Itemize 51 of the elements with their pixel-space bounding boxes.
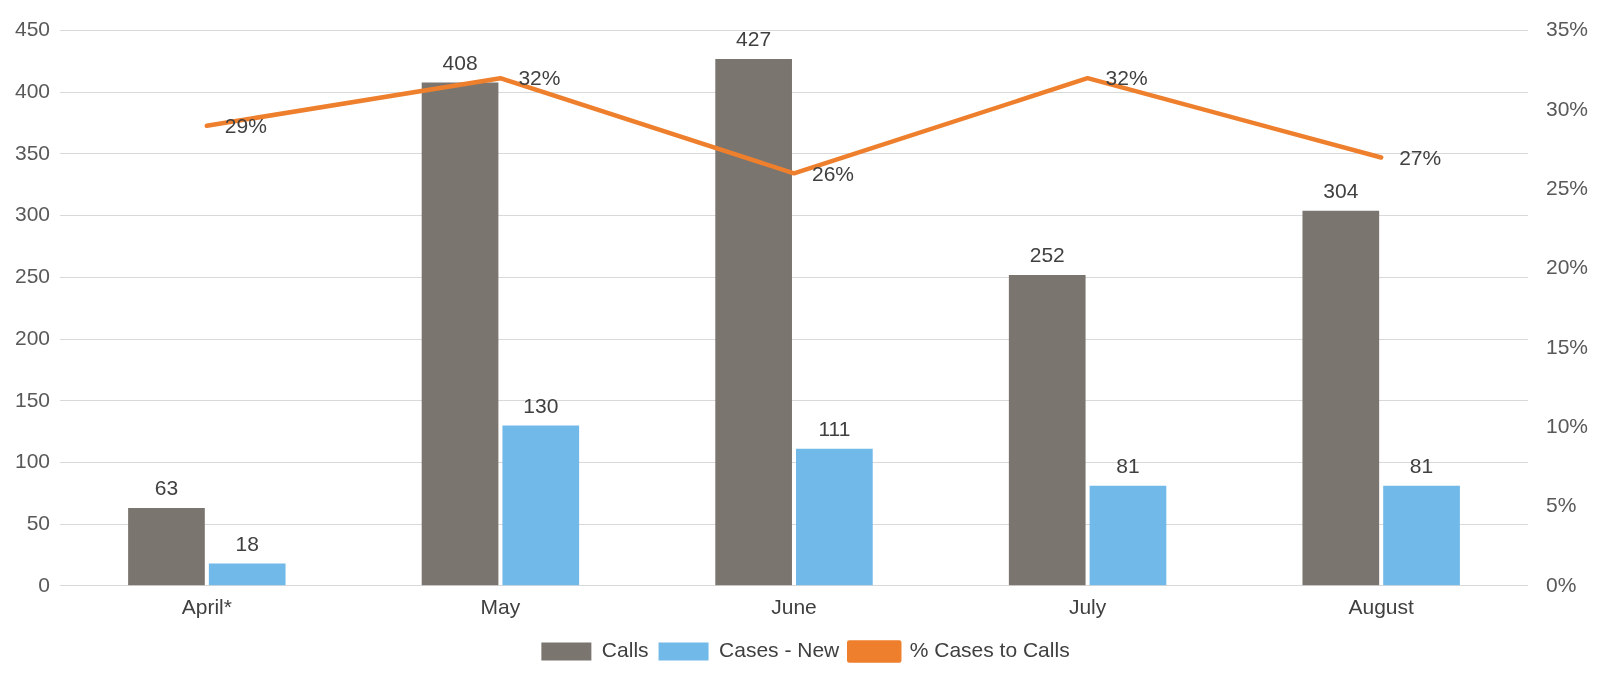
- data-label: 29%: [224, 114, 267, 138]
- data-label: 304: [1323, 179, 1359, 203]
- data-label: 111: [818, 417, 851, 441]
- y-tick-label: 300: [14, 202, 51, 226]
- data-label: 408: [442, 50, 478, 74]
- y2-tick-label: 35%: [1545, 17, 1588, 41]
- legend-label: % Cases to Calls: [909, 638, 1070, 662]
- y-tick-label: 50: [26, 510, 51, 534]
- data-label: 27%: [1399, 145, 1442, 169]
- y-tick-label: 100: [14, 449, 51, 473]
- y2-tick-label: 25%: [1545, 176, 1588, 200]
- bar: [715, 58, 792, 586]
- y2-tick-label: 20%: [1545, 255, 1588, 279]
- y2-tick-label: 5%: [1545, 493, 1577, 517]
- y-tick-label: 150: [14, 387, 51, 411]
- y2-tick-label: 10%: [1545, 413, 1588, 437]
- data-label: 130: [523, 393, 559, 417]
- y-tick-label: 200: [14, 325, 51, 349]
- x-tick-label: August: [1348, 595, 1415, 619]
- data-label: 18: [235, 531, 259, 555]
- bar: [1008, 274, 1086, 586]
- data-label: 32%: [518, 66, 561, 90]
- bar: [128, 508, 205, 586]
- y-tick-label: 400: [14, 79, 51, 103]
- bar: [1089, 485, 1167, 586]
- y-tick-label: 350: [14, 140, 51, 164]
- data-label: 63: [154, 476, 179, 500]
- data-label: 32%: [1105, 66, 1148, 90]
- y-tick-label: 0: [38, 572, 51, 596]
- data-label: 81: [1116, 454, 1140, 478]
- bar: [1302, 210, 1380, 586]
- bar: [796, 448, 873, 586]
- bar: [208, 563, 286, 586]
- bar: [502, 425, 580, 586]
- y2-tick-label: 15%: [1545, 334, 1588, 358]
- data-label: 81: [1409, 454, 1434, 478]
- bar: [421, 82, 499, 586]
- x-tick-label: June: [771, 595, 817, 619]
- x-tick-label: April*: [181, 595, 232, 619]
- data-label: 427: [736, 27, 772, 51]
- y-tick-label: 250: [14, 264, 51, 288]
- data-label: 26%: [812, 161, 855, 185]
- data-label: 252: [1029, 243, 1065, 267]
- bar: [1383, 485, 1460, 586]
- x-tick-label: July: [1068, 595, 1107, 619]
- y2-tick-label: 0%: [1545, 572, 1577, 596]
- x-tick-label: May: [480, 595, 521, 619]
- y2-tick-label: 30%: [1545, 96, 1588, 120]
- legend-label: Cases - New: [719, 638, 841, 662]
- legend-label: Calls: [601, 638, 649, 662]
- y-tick-label: 450: [14, 17, 51, 41]
